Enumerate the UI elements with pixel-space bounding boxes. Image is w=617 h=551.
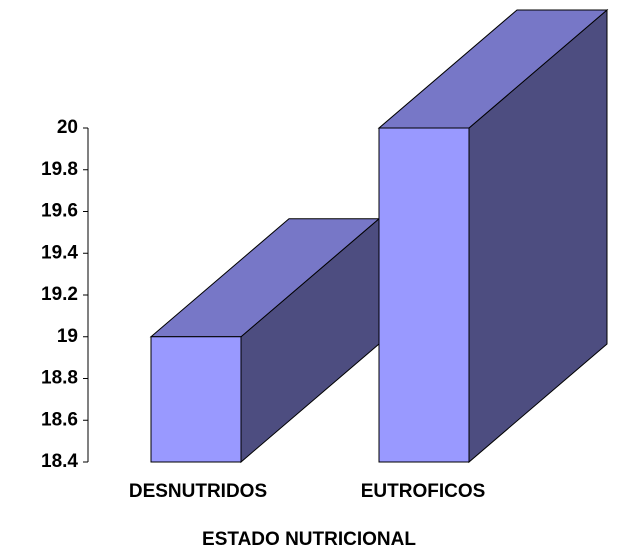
y-tick-label: 20 — [57, 117, 78, 138]
x-tick-label: EUTROFICOS — [361, 481, 486, 502]
x-axis-title: ESTADO NUTRICIONAL — [202, 529, 416, 550]
y-tick-label: 19.4 — [41, 242, 78, 263]
y-tick-label: 19.6 — [41, 201, 78, 222]
x-tick-label: DESNUTRIDOS — [129, 481, 267, 502]
y-tick-label: 19 — [57, 326, 78, 347]
y-tick-label: 19.2 — [41, 284, 78, 305]
y-tick-label: 18.6 — [41, 409, 78, 430]
bar — [378, 127, 470, 463]
y-tick-label: 18.4 — [41, 451, 78, 472]
y-tick-label: 19.8 — [41, 159, 78, 180]
y-tick-label: 18.8 — [41, 368, 78, 389]
bar — [150, 336, 242, 463]
